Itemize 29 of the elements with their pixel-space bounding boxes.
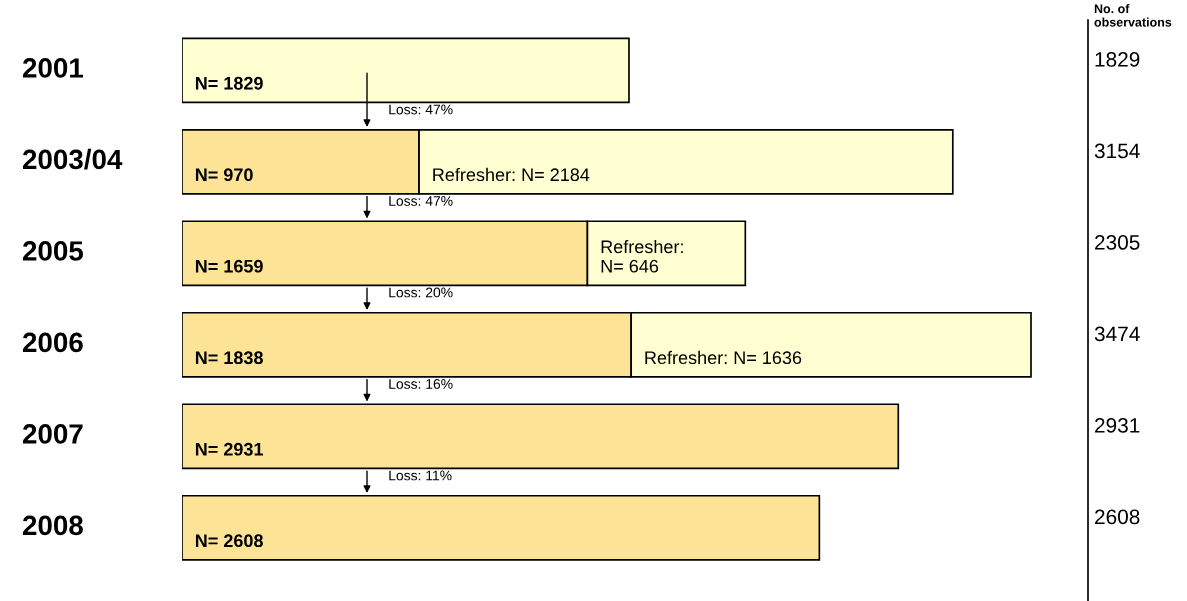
bar: [182, 403, 900, 470]
text: 1829: [1095, 52, 1140, 67]
annotation: Loss: 20%: [389, 287, 453, 298]
y-tick-label: 2003/04: [22, 148, 123, 170]
y-tick-label: 2006: [22, 332, 83, 353]
bar: [182, 494, 821, 561]
annotation: Loss: 47%: [389, 104, 453, 115]
y-tick-label: 2007: [22, 424, 83, 444]
text: 2305: [1095, 235, 1140, 250]
data-label: N= 970: [195, 168, 253, 182]
y-tick-label: 2005: [22, 241, 84, 261]
text: 3474: [1094, 326, 1140, 342]
data-label: N= 1829: [195, 76, 263, 90]
annotation: Loss: 16%: [389, 379, 453, 389]
annotation: Loss: 47%: [389, 196, 453, 206]
y-tick-label: 2008: [22, 515, 83, 536]
text: 3154: [1094, 143, 1140, 159]
data-label: N= 1659: [195, 259, 263, 273]
data-label: Refresher: N= 646: [601, 239, 683, 273]
data-label: N= 2608: [195, 534, 263, 548]
data-label: Refresher: N= 2184: [433, 167, 590, 182]
y-tick-label: 2001: [22, 58, 84, 78]
text: No. of observations: [1094, 4, 1172, 27]
data-label: N= 2931: [195, 442, 263, 456]
data-label: Refresher: N= 1636: [645, 350, 802, 365]
text: 2608: [1095, 509, 1140, 525]
annotation: Loss: 11%: [389, 470, 452, 481]
data-label: N= 1838: [195, 351, 263, 365]
text: 2931: [1095, 418, 1140, 433]
